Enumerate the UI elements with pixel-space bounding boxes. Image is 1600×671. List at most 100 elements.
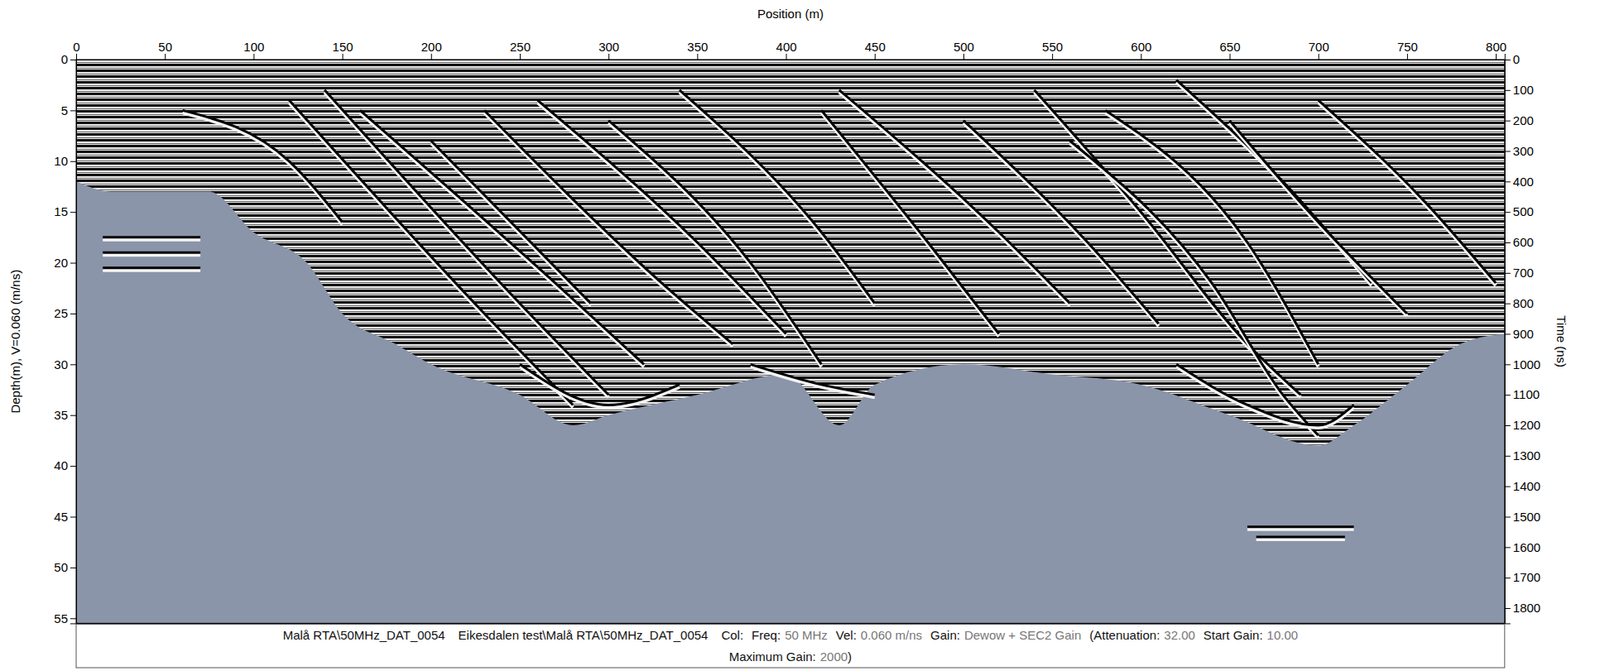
tick: 900 — [1504, 326, 1534, 342]
tick-mark — [1504, 273, 1511, 274]
tick-label: 400 — [776, 39, 798, 54]
reflector — [608, 120, 822, 366]
reflector-highlight — [679, 92, 875, 307]
reflector — [360, 110, 644, 365]
tick-label: 1100 — [1513, 387, 1540, 402]
tick-label: 1500 — [1513, 509, 1541, 524]
footer-value: 32.00 — [1163, 628, 1196, 643]
tick-mark — [1504, 90, 1511, 92]
reflector — [679, 90, 875, 304]
tick-mark — [253, 53, 255, 60]
tick-mark — [1504, 211, 1511, 213]
tick-mark — [70, 263, 77, 265]
tick: 50 — [158, 39, 173, 60]
tick: 45 — [53, 509, 77, 524]
reflector — [288, 100, 573, 405]
tick-label: 35 — [53, 408, 68, 423]
tick-label: 15 — [53, 204, 68, 219]
tick: 15 — [53, 204, 77, 219]
tick: 1000 — [1504, 357, 1541, 372]
tick-mark — [1504, 242, 1511, 244]
tick: 50 — [53, 560, 77, 575]
tick-mark — [1504, 334, 1511, 336]
tick: 200 — [1504, 113, 1534, 128]
y2-axis-title: Time (ns) — [1554, 315, 1569, 368]
axis-line — [76, 623, 1505, 625]
x-axis: 0501001502002503003504004505005506006507… — [72, 39, 1507, 61]
footer-value: 2000 — [820, 649, 848, 664]
tick-label: 1200 — [1513, 418, 1541, 433]
reflector — [484, 110, 733, 344]
tick: 40 — [53, 458, 77, 473]
tick-label: 900 — [1513, 326, 1534, 342]
tick-label: 600 — [1513, 235, 1534, 250]
tick: 150 — [332, 39, 354, 60]
reflector — [1318, 100, 1496, 284]
tick: 250 — [509, 39, 531, 60]
tick: 400 — [1504, 174, 1534, 189]
tick: 10 — [53, 153, 77, 169]
reflector — [839, 90, 1071, 304]
tick-mark — [70, 517, 77, 519]
reflector-highlight — [102, 269, 201, 273]
tick: 25 — [53, 306, 77, 321]
tick-mark — [963, 53, 965, 60]
tick: 100 — [243, 39, 265, 60]
tick-mark — [1504, 181, 1511, 183]
tick-label: 300 — [1513, 144, 1534, 159]
footer-label: Freq: — [751, 628, 781, 643]
tick: 500 — [1504, 204, 1534, 219]
tick-mark — [1052, 53, 1053, 60]
tick-label: 700 — [1308, 39, 1330, 54]
footer-value: Dewow + SEC2 Gain — [964, 628, 1082, 643]
tick-label: 350 — [687, 39, 708, 54]
footer-label: ) — [847, 649, 852, 664]
reflector-highlight — [608, 123, 822, 368]
tick-label: 200 — [421, 39, 443, 54]
plot-frame — [76, 59, 1505, 624]
tick-mark — [1318, 53, 1320, 60]
tick-label: 1400 — [1513, 479, 1541, 494]
tick-mark — [786, 53, 788, 60]
tick-label: 700 — [1513, 265, 1534, 280]
tick: 20 — [53, 255, 77, 270]
reflector-highlight — [1176, 82, 1372, 287]
tick-label: 600 — [1130, 39, 1152, 54]
reflector-highlight — [1247, 528, 1355, 532]
plot-background — [76, 59, 1505, 624]
tick: 1700 — [1504, 570, 1541, 585]
tick: 550 — [1042, 39, 1063, 60]
tick-mark — [1504, 394, 1511, 396]
tick-mark — [70, 466, 77, 467]
footer-value: 0.060 m/ns — [860, 628, 923, 643]
reflector-highlight — [1256, 538, 1346, 542]
tick-mark — [1140, 53, 1142, 60]
tick-label: 25 — [53, 306, 68, 321]
tick-label: 400 — [1513, 174, 1534, 189]
tick-mark — [70, 364, 77, 366]
reflector — [182, 110, 343, 222]
reflector-highlight — [537, 102, 786, 337]
tick-mark — [608, 53, 610, 60]
footer-line: Maximum Gain:2000) — [729, 649, 852, 664]
tick: 1400 — [1504, 479, 1541, 494]
tick-mark — [1504, 120, 1511, 122]
tick: 1800 — [1504, 600, 1541, 616]
tick: 1300 — [1504, 448, 1541, 463]
axis-line — [76, 53, 1506, 61]
tick-mark — [1504, 486, 1511, 488]
tick-mark — [164, 53, 166, 60]
tick-mark — [1230, 53, 1231, 60]
tick-mark — [1504, 151, 1511, 153]
reflector-highlight — [1318, 102, 1496, 286]
tick-mark — [70, 415, 77, 417]
tick-label: 1600 — [1513, 540, 1541, 555]
tick: 1200 — [1504, 418, 1541, 433]
tick-label: 100 — [1513, 82, 1534, 97]
tick: 200 — [421, 39, 443, 60]
reflector-highlight — [102, 253, 201, 257]
footer-box — [76, 624, 1505, 668]
tick: 300 — [598, 39, 620, 60]
tick-label: 5 — [61, 103, 68, 118]
reflector-highlight — [963, 123, 1159, 327]
